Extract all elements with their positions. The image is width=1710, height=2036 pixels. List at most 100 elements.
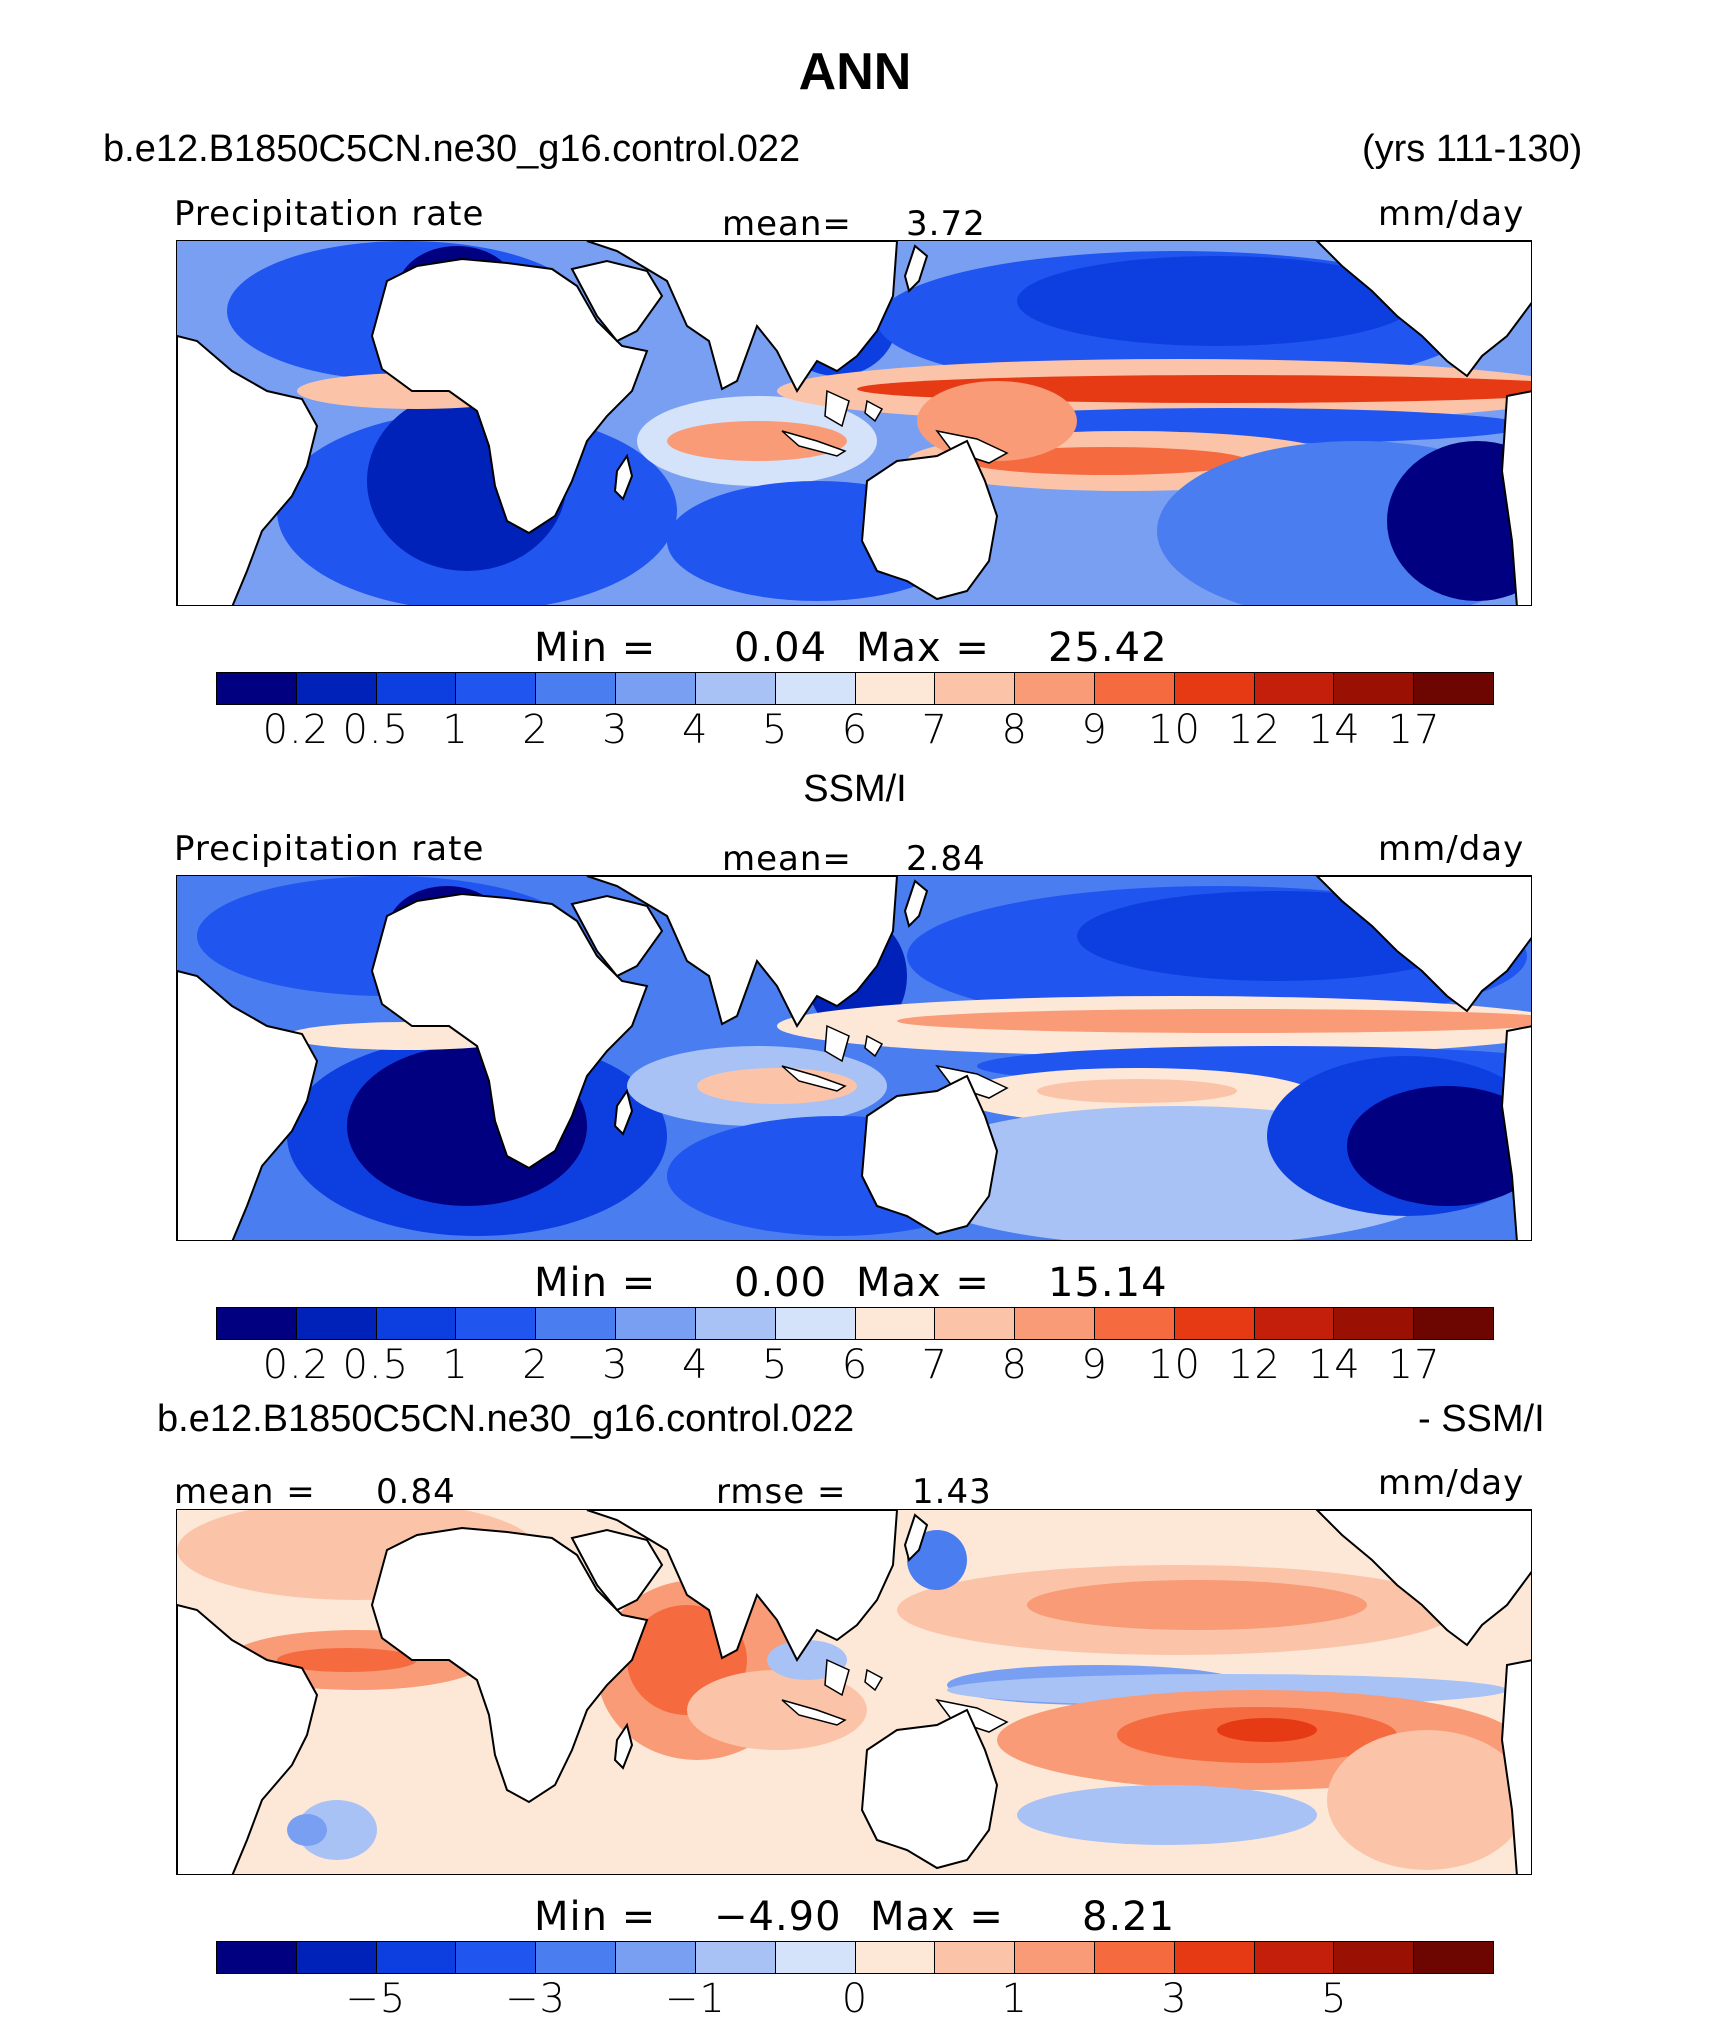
colorbar-swatch bbox=[775, 1942, 856, 1973]
figure-title: ANN bbox=[798, 43, 912, 101]
panel3-map bbox=[176, 1509, 1532, 1875]
panel3-min-label: Min = bbox=[534, 1894, 657, 1940]
panel2-units: mm/day bbox=[1378, 829, 1525, 869]
panel2-variable: Precipitation rate bbox=[174, 829, 485, 869]
colorbar-swatch bbox=[536, 1942, 617, 1973]
panel3-units: mm/day bbox=[1378, 1463, 1525, 1503]
field-atl-itcz-core bbox=[277, 1648, 417, 1672]
diff-case-name: b.e12.B1850C5CN.ne30_g16.control.022 bbox=[157, 1398, 855, 1440]
colorbar-swatch bbox=[1094, 673, 1175, 704]
panel2-map bbox=[176, 875, 1532, 1241]
colorbar-swatch bbox=[855, 1308, 936, 1339]
colorbar-tick-label: 1 bbox=[442, 707, 469, 753]
colorbar-swatch bbox=[855, 673, 936, 704]
panel3-max-value: 8.21 bbox=[1082, 1894, 1176, 1940]
field-sp-neg bbox=[1017, 1785, 1317, 1845]
colorbar-tick-label: 10 bbox=[1148, 1342, 1201, 1388]
panel3-rmse-value: 1.43 bbox=[912, 1472, 992, 1512]
colorbar-swatch bbox=[376, 1942, 457, 1973]
panel1-colorbar bbox=[216, 672, 1494, 705]
colorbar-swatch bbox=[1254, 673, 1335, 704]
panel2-colorbar-ticks: 0.2 0.5 1 2 3 4 5 6 7 8 9 10 12 14 17 bbox=[216, 1345, 1494, 1389]
panel1-mean-label: mean= bbox=[722, 204, 852, 244]
colorbar-swatch bbox=[456, 1308, 537, 1339]
colorbar-tick-label: 0.5 bbox=[342, 1342, 410, 1388]
colorbar-swatch bbox=[1334, 1942, 1415, 1973]
colorbar-tick-label: 7 bbox=[921, 1342, 949, 1388]
colorbar-swatch bbox=[935, 1308, 1016, 1339]
colorbar-swatch bbox=[616, 1942, 696, 1973]
colorbar-swatch bbox=[1414, 1942, 1493, 1973]
colorbar-tick-label: 2 bbox=[522, 1342, 549, 1388]
field-japan-neg bbox=[907, 1530, 967, 1590]
panel1-min-label: Min = bbox=[534, 625, 657, 671]
panel1-units: mm/day bbox=[1378, 194, 1525, 234]
colorbar-swatch bbox=[376, 1308, 457, 1339]
panel1-max-label: Max = bbox=[856, 625, 990, 671]
colorbar-tick-label: 0.2 bbox=[262, 1342, 330, 1388]
colorbar-tick-label: 5 bbox=[761, 1342, 789, 1388]
colorbar-swatch bbox=[1334, 1308, 1415, 1339]
panel2-max-label: Max = bbox=[856, 1260, 990, 1306]
panel2-min-value: 0.00 bbox=[734, 1260, 828, 1306]
field-sep-core bbox=[1387, 441, 1531, 601]
panel3-colorbar bbox=[216, 1941, 1494, 1974]
panel3-rmse-label: rmse = bbox=[716, 1472, 847, 1512]
colorbar-tick-label: 8 bbox=[1001, 1342, 1028, 1388]
field-io-itcz bbox=[667, 421, 847, 461]
colorbar-tick-label: 2 bbox=[522, 707, 549, 753]
panel2-min-label: Min = bbox=[534, 1260, 657, 1306]
colorbar-tick-label: 14 bbox=[1307, 1342, 1361, 1388]
colorbar-tick-label: 6 bbox=[841, 707, 869, 753]
colorbar-tick-label: 9 bbox=[1081, 707, 1108, 753]
colorbar-swatch bbox=[1174, 1942, 1255, 1973]
colorbar-tick-label: −5 bbox=[345, 1976, 407, 2022]
colorbar-tick-label: 3 bbox=[602, 1342, 629, 1388]
panel3-mean-value: 0.84 bbox=[376, 1472, 456, 1512]
colorbar-swatch bbox=[1094, 1308, 1175, 1339]
colorbar-tick-label: −3 bbox=[505, 1976, 566, 2022]
colorbar-swatch bbox=[296, 1942, 377, 1973]
diff-suffix: - SSM/I bbox=[1418, 1398, 1545, 1440]
colorbar-tick-label: 8 bbox=[1001, 707, 1028, 753]
colorbar-swatch bbox=[1015, 1942, 1095, 1973]
colorbar-tick-label: −1 bbox=[664, 1976, 726, 2022]
field-sp-peak bbox=[1217, 1718, 1317, 1742]
field-sep-core bbox=[1347, 1086, 1531, 1206]
colorbar-tick-label: 12 bbox=[1227, 707, 1281, 753]
colorbar-swatch bbox=[1254, 1942, 1335, 1973]
colorbar-swatch bbox=[1174, 1308, 1255, 1339]
colorbar-swatch bbox=[1414, 1308, 1493, 1339]
colorbar-tick-label: 12 bbox=[1227, 1342, 1281, 1388]
colorbar-swatch bbox=[775, 1308, 856, 1339]
panel2-mean-value: 2.84 bbox=[906, 839, 986, 879]
panel1-map bbox=[176, 240, 1532, 606]
colorbar-tick-label: 5 bbox=[1321, 1976, 1348, 2022]
colorbar-tick-label: 3 bbox=[602, 707, 629, 753]
colorbar-tick-label: 14 bbox=[1307, 707, 1361, 753]
colorbar-swatch bbox=[1094, 1942, 1175, 1973]
colorbar-tick-label: 0 bbox=[841, 1976, 869, 2022]
colorbar-swatch bbox=[1015, 673, 1095, 704]
colorbar-swatch bbox=[855, 1942, 936, 1973]
field-itcz-core bbox=[897, 1009, 1531, 1033]
obs-name: SSM/I bbox=[803, 768, 907, 810]
panel1-variable: Precipitation rate bbox=[174, 194, 485, 234]
panel3-colorbar-ticks: −5 −3 −1 0 1 3 5 bbox=[216, 1979, 1494, 2023]
colorbar-swatch bbox=[695, 673, 776, 704]
colorbar-tick-label: 4 bbox=[682, 1342, 709, 1388]
panel1-colorbar-ticks: 0.2 0.5 1 2 3 4 5 6 7 8 9 10 12 14 17 bbox=[216, 710, 1494, 754]
colorbar-tick-label: 6 bbox=[841, 1342, 869, 1388]
colorbar-tick-label: 4 bbox=[682, 707, 709, 753]
colorbar-swatch bbox=[456, 1942, 537, 1973]
colorbar-swatch bbox=[1414, 673, 1493, 704]
colorbar-swatch bbox=[376, 673, 457, 704]
colorbar-swatch bbox=[695, 1308, 776, 1339]
colorbar-swatch bbox=[536, 1308, 617, 1339]
colorbar-tick-label: 1 bbox=[442, 1342, 469, 1388]
case-name: b.e12.B1850C5CN.ne30_g16.control.022 bbox=[103, 128, 801, 170]
colorbar-tick-label: 0.2 bbox=[262, 707, 330, 753]
panel1-max-value: 25.42 bbox=[1048, 625, 1168, 671]
colorbar-swatch bbox=[695, 1942, 776, 1973]
colorbar-tick-label: 10 bbox=[1148, 707, 1201, 753]
